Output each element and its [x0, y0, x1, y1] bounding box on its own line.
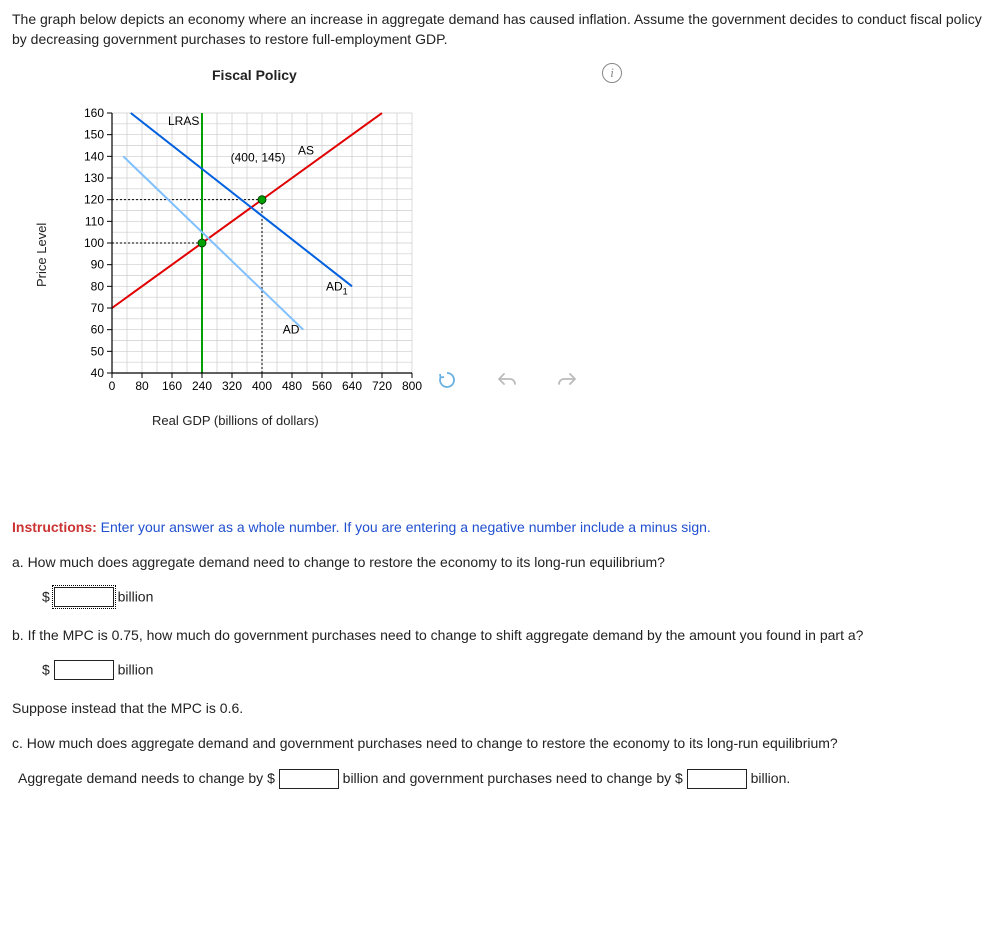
question-c: c. How much does aggregate demand and go… [12, 733, 986, 754]
svg-text:480: 480 [282, 379, 302, 393]
unit-a: billion [118, 589, 154, 605]
instructions-label: Instructions: [12, 519, 97, 535]
y-axis-label: Price Level [34, 223, 49, 287]
svg-text:100: 100 [84, 236, 104, 250]
fiscal-policy-chart: 0 80 160 240 320 400 480 560 640 720 800 40 50 60 70 80… [62, 103, 432, 403]
c-post: billion. [751, 770, 791, 786]
svg-text:50: 50 [91, 345, 105, 359]
instructions-text: Enter your answer as a whole number. If … [97, 519, 711, 535]
svg-text:110: 110 [85, 215, 104, 229]
info-icon[interactable]: i [602, 63, 622, 83]
svg-text:90: 90 [91, 258, 105, 272]
svg-text:320: 320 [222, 379, 242, 393]
svg-text:560: 560 [312, 379, 332, 393]
answer-c1-input[interactable] [279, 769, 339, 789]
suppose-text: Suppose instead that the MPC is 0.6. [12, 698, 986, 719]
chart-title: Fiscal Policy [212, 67, 297, 83]
svg-text:160: 160 [162, 379, 182, 393]
questions-section: Instructions: Enter your answer as a who… [12, 517, 986, 789]
reset-icon[interactable] [432, 365, 462, 395]
svg-text:240: 240 [192, 379, 212, 393]
svg-text:(400, 145): (400, 145) [231, 151, 286, 165]
svg-text:120: 120 [84, 193, 104, 207]
currency-symbol: $ [42, 589, 50, 605]
question-a: a. How much does aggregate demand need t… [12, 552, 986, 573]
svg-text:80: 80 [91, 280, 105, 294]
chart-container: Fiscal Policy i Price Level 080160240320… [42, 67, 986, 437]
svg-text:LRAS: LRAS [168, 114, 199, 128]
undo-icon[interactable] [492, 365, 522, 395]
svg-text:720: 720 [372, 379, 392, 393]
svg-text:AS: AS [298, 144, 314, 158]
svg-text:AD: AD [283, 323, 300, 337]
svg-text:140: 140 [84, 150, 104, 164]
answer-c2-input[interactable] [687, 769, 747, 789]
intro-text: The graph below depicts an economy where… [12, 10, 986, 49]
x-axis-label: Real GDP (billions of dollars) [152, 413, 319, 428]
svg-text:60: 60 [91, 323, 105, 337]
c-mid: billion and government purchases need to… [343, 770, 683, 786]
redo-icon[interactable] [552, 365, 582, 395]
svg-text:70: 70 [91, 301, 105, 315]
answer-a-input[interactable] [54, 587, 114, 607]
answer-b-input[interactable] [54, 660, 114, 680]
svg-text:160: 160 [84, 106, 104, 120]
currency-symbol: $ [42, 662, 50, 678]
svg-text:150: 150 [84, 128, 104, 142]
svg-text:130: 130 [84, 171, 104, 185]
svg-text:640: 640 [342, 379, 362, 393]
svg-text:40: 40 [91, 366, 105, 380]
c-pre: Aggregate demand needs to change by $ [18, 770, 275, 786]
svg-text:400: 400 [252, 379, 272, 393]
question-b: b. If the MPC is 0.75, how much do gover… [12, 625, 986, 646]
svg-text:80: 80 [135, 379, 149, 393]
svg-text:0: 0 [109, 379, 116, 393]
unit-b: billion [118, 662, 154, 678]
svg-text:800: 800 [402, 379, 422, 393]
